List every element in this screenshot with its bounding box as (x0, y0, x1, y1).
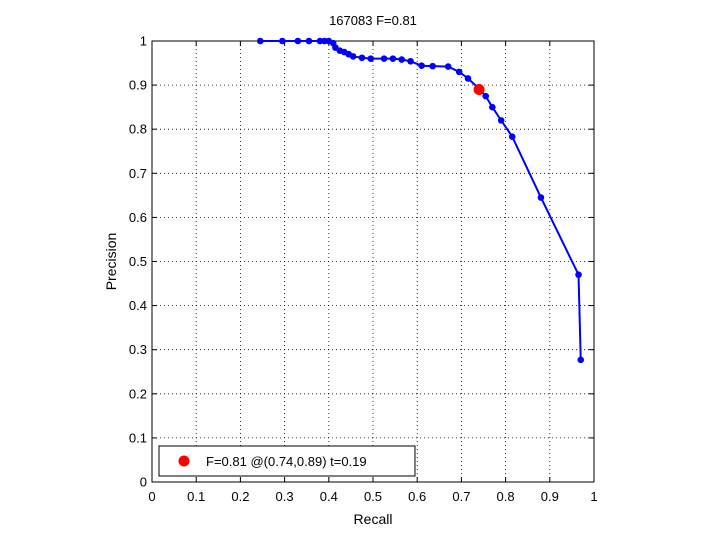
legend-marker (178, 455, 190, 467)
pr-curve-point (389, 55, 397, 62)
y-tick-label: 0.7 (129, 166, 147, 181)
pr-curve-point (418, 62, 425, 69)
pr-curve-point (464, 75, 472, 82)
x-tick-label: 0.5 (364, 489, 382, 504)
pr-curve-point (497, 117, 505, 124)
legend-label: F=0.81 @(0.74,0.89) t=0.19 (206, 454, 367, 469)
x-tick-label: 0.6 (408, 489, 426, 504)
pr-curve-point (398, 56, 406, 63)
y-tick-label: 0.4 (129, 298, 147, 313)
pr-curve-point (279, 37, 286, 45)
x-tick-label: 0.1 (187, 489, 205, 504)
grid-layer (152, 41, 594, 482)
pr-curve-point (577, 356, 585, 364)
tick-layer: 0 0.1 0.2 0.3 0.4 0.5 0.6 0.7 0.8 0.9 1 0 0.1 0.2 0.3 0… (129, 34, 598, 505)
y-tick-label: 0.2 (129, 386, 147, 401)
pr-curve-point (508, 133, 516, 140)
pr-curve-point (482, 92, 490, 100)
x-axis-label: Recall (354, 511, 393, 527)
y-tick-label: 0.1 (129, 430, 147, 445)
x-tick-label: 0.7 (452, 489, 470, 504)
y-tick-label: 1 (140, 34, 147, 49)
pr-curve-point (294, 37, 302, 45)
pr-curve-point (367, 55, 375, 62)
pr-curve-point (358, 54, 366, 62)
pr-curve-point (305, 37, 313, 45)
pr-curve-point (349, 53, 357, 60)
x-tick-label: 0.4 (320, 489, 338, 504)
label-layer: 167083 F=0.81 Recall Precision (103, 13, 417, 527)
x-tick-label: 0 (148, 489, 155, 504)
x-tick-label: 0.3 (276, 489, 294, 504)
y-tick-label: 0 (140, 475, 147, 490)
pr-curve-line (260, 40, 582, 360)
y-tick-label: 0.8 (129, 122, 147, 137)
best-f-point (473, 84, 485, 96)
x-tick-label: 0.2 (231, 489, 249, 504)
y-axis-label: Precision (103, 233, 119, 291)
x-tick-label: 0.9 (541, 489, 559, 504)
pr-curve-point (380, 55, 388, 62)
legend-box (158, 445, 416, 477)
pr-curve-point (407, 57, 414, 65)
series-layer (256, 37, 585, 364)
legend: F=0.81 @(0.74,0.89) t=0.19 (158, 445, 416, 477)
x-tick-label: 1 (590, 489, 597, 504)
y-tick-label: 0.6 (129, 210, 147, 225)
pr-curve-point (444, 63, 452, 70)
pr-curve-point (455, 68, 463, 76)
y-tick-label: 0.3 (129, 342, 147, 357)
pr-curve-point (537, 194, 545, 201)
chart-title: 167083 F=0.81 (329, 13, 417, 28)
pr-curve-point (256, 37, 264, 45)
pr-curve-point (429, 62, 436, 70)
pr-curve-point (575, 271, 582, 279)
pr-curve-point (489, 103, 496, 111)
y-tick-label: 0.5 (129, 254, 147, 269)
y-tick-label: 0.9 (129, 78, 147, 93)
x-tick-label: 0.8 (497, 489, 515, 504)
